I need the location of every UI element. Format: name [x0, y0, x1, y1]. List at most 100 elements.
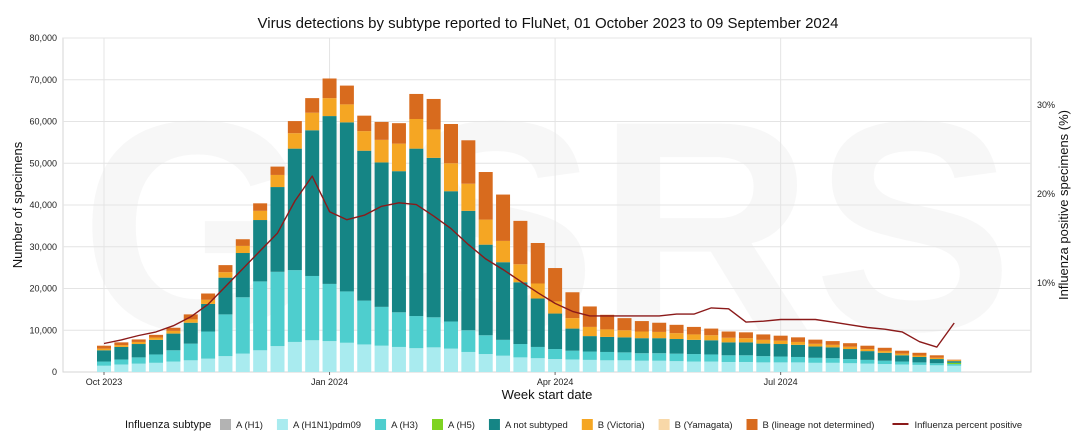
- bar-segment: [912, 352, 927, 356]
- bar-segment: [391, 171, 406, 313]
- legend-swatch: [658, 419, 670, 430]
- bar-segment: [791, 344, 805, 357]
- bar-segment: [929, 357, 944, 360]
- bar-segment: [686, 354, 701, 362]
- bar-segment: [409, 148, 424, 317]
- y-tick-label: 80,000: [29, 33, 57, 43]
- bar-segment: [513, 264, 528, 283]
- bar-segment: [270, 346, 285, 372]
- bar-segment: [808, 343, 823, 347]
- y2-tick-label: 20%: [1037, 189, 1055, 199]
- y-tick-label: 30,000: [29, 242, 57, 252]
- bar-segment: [773, 335, 788, 341]
- bar-segment: [860, 345, 875, 350]
- bar-segment: [97, 345, 111, 349]
- y2-tick-label: 30%: [1037, 100, 1055, 110]
- bar-segment: [756, 339, 771, 344]
- bar-segment: [253, 281, 268, 351]
- bar-segment: [825, 341, 840, 345]
- bar-segment: [808, 362, 823, 372]
- bar-segment: [97, 365, 111, 372]
- bar-segment: [201, 299, 216, 304]
- bar-segment: [270, 166, 285, 175]
- bar-segment: [444, 163, 458, 192]
- bar-segment: [634, 331, 649, 339]
- bar-segment: [791, 337, 805, 342]
- bar-segment: [444, 321, 458, 349]
- bar-segment: [947, 362, 962, 365]
- bar-segment: [582, 351, 597, 360]
- bar-segment: [461, 140, 476, 184]
- bar-segment: [149, 339, 164, 355]
- bar-segment: [426, 347, 441, 372]
- bar-segment: [357, 300, 372, 345]
- bar-segment: [496, 262, 511, 340]
- legend-label: A (H1): [236, 420, 263, 431]
- bar-segment: [444, 124, 458, 164]
- bar-segment: [409, 93, 424, 119]
- bar-segment: [97, 361, 111, 366]
- bar-segment: [773, 340, 788, 345]
- bar-segment: [634, 321, 649, 332]
- bar-segment: [496, 339, 511, 356]
- bar-segment: [114, 345, 129, 347]
- bar-segment: [652, 331, 667, 339]
- bar-segment: [565, 328, 580, 351]
- bar-segment: [305, 275, 320, 341]
- bar-segment: [391, 143, 406, 172]
- x-tick-label: Apr 2024: [537, 377, 574, 387]
- bar-segment: [339, 122, 354, 292]
- bar-segment: [478, 335, 493, 355]
- legend-swatch: [375, 419, 387, 430]
- bar-segment: [548, 313, 563, 350]
- bar-segment: [409, 316, 424, 349]
- bar-segment: [843, 346, 858, 350]
- bar-segment: [791, 362, 805, 372]
- bar-segment: [322, 116, 337, 284]
- bar-segment: [131, 344, 146, 358]
- bar-segment: [756, 362, 771, 372]
- bar-segment: [634, 360, 649, 372]
- bar-segment: [756, 356, 771, 363]
- bar-segment: [895, 350, 910, 354]
- bar-segment: [738, 342, 753, 356]
- bar-segment: [929, 363, 944, 366]
- bar-segment: [374, 139, 389, 163]
- bar-segment: [513, 357, 528, 372]
- legend-swatch: [581, 419, 593, 430]
- bar-segment: [912, 364, 927, 372]
- legend-label: Influenza percent positive: [914, 420, 1022, 431]
- legend-label: A (H1N1)pdm09: [293, 420, 361, 431]
- bar-segment: [287, 121, 302, 134]
- bar-segment: [860, 359, 875, 364]
- bar-segment: [669, 339, 684, 354]
- bar-segment: [565, 359, 580, 372]
- bar-segment: [235, 353, 250, 372]
- bar-segment: [860, 349, 875, 352]
- bar-segment: [808, 357, 823, 363]
- x-axis-title: Week start date: [502, 387, 593, 402]
- bar-segment: [426, 157, 441, 318]
- bar-segment: [218, 277, 233, 315]
- bar-segment: [391, 346, 406, 372]
- legend-label: A (H5): [448, 420, 475, 431]
- bar-segment: [773, 362, 788, 372]
- stacked-bars: [97, 78, 962, 372]
- legend: Influenza subtype A (H1) A (H1N1)pdm09 A (…: [125, 419, 1022, 431]
- bar-segment: [548, 349, 563, 360]
- bar-segment: [513, 282, 528, 345]
- bar-segment: [513, 220, 528, 265]
- bar-segment: [287, 133, 302, 149]
- y-tick-label: 70,000: [29, 75, 57, 85]
- bar-segment: [843, 359, 858, 364]
- bar-segment: [912, 356, 927, 363]
- bar-segment: [686, 361, 701, 372]
- bar-segment: [860, 351, 875, 360]
- legend-label: B (Yamagata): [675, 420, 733, 431]
- bar-segment: [947, 360, 962, 362]
- bar-segment: [791, 341, 805, 345]
- bar-segment: [530, 346, 545, 359]
- bar-segment: [565, 350, 580, 360]
- bar-segment: [652, 353, 667, 361]
- bar-segment: [721, 331, 736, 338]
